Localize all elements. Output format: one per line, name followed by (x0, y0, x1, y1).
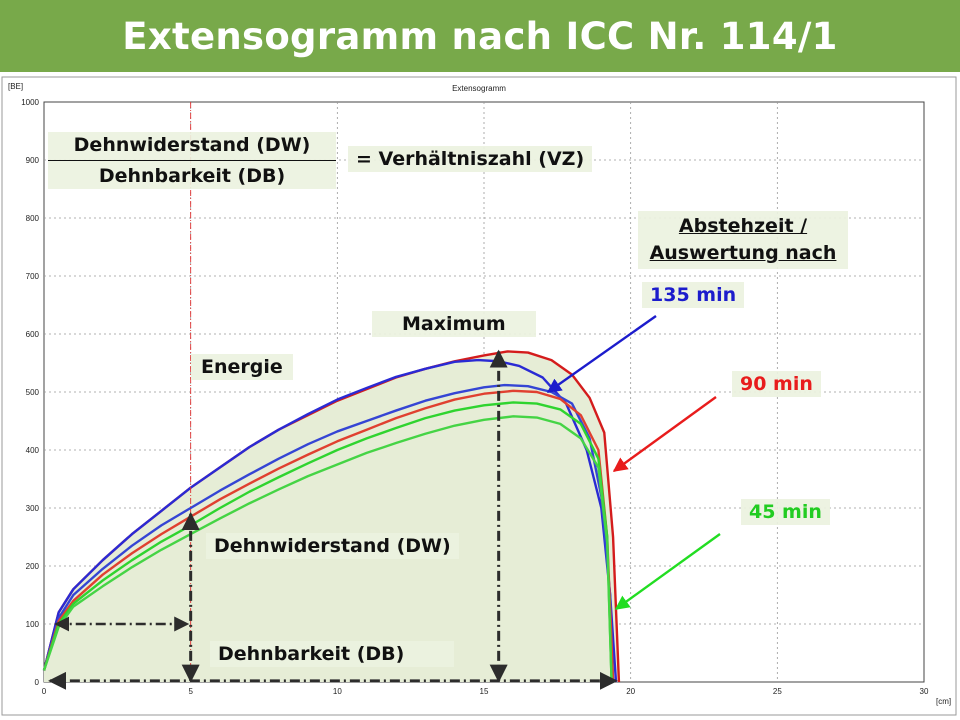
series-line-5 (42, 415, 613, 683)
series-line-4 (42, 401, 613, 683)
maximum-label: Maximum (372, 311, 536, 337)
series-line-2 (42, 383, 615, 683)
y-axis-label: [BE] (8, 82, 23, 91)
x-tick-label: 25 (773, 687, 782, 696)
x-tick-label: 0 (42, 687, 47, 696)
y-tick-label: 200 (26, 562, 40, 571)
abstehzeit-line2: Auswertung nach (649, 242, 837, 264)
abstehzeit-header: Abstehzeit / Auswertung nach (638, 211, 848, 269)
x-tick-label: 15 (480, 687, 489, 696)
energie-label: Energie (191, 354, 293, 380)
pointer-135 (546, 315, 657, 393)
y-tick-label: 700 (26, 272, 40, 281)
label-135-min: 135 min (642, 282, 745, 308)
ratio-label: = Verhältniszahl (VZ) (348, 146, 593, 172)
title-banner: Extensogramm nach ICC Nr. 114/1 (0, 0, 960, 72)
annotation-marks (48, 102, 721, 690)
db-bottom-label: Dehnbarkeit (DB) (210, 641, 455, 667)
abstehzeit-line1: Abstehzeit / (678, 215, 808, 237)
y-tick-label: 600 (26, 330, 40, 339)
y-tick-label: 800 (26, 214, 40, 223)
chart-title: Extensogramm (452, 84, 506, 93)
y-tick-label: 1000 (21, 98, 39, 107)
y-tick-label: 400 (26, 446, 40, 455)
x-tick-label: 10 (333, 687, 342, 696)
x-axis-label: [cm] (936, 697, 951, 706)
x-tick-label: 30 (920, 687, 929, 696)
pointer-90 (612, 396, 717, 472)
fraction-denominator: Dehnbarkeit (DB) (48, 161, 336, 189)
page-title: Extensogramm nach ICC Nr. 114/1 (122, 14, 838, 58)
label-90-min: 90 min (732, 371, 821, 397)
label-45-min: 45 min (741, 499, 830, 525)
ratio-fraction: Dehnwiderstand (DW) Dehnbarkeit (DB) (48, 132, 336, 189)
fraction-numerator: Dehnwiderstand (DW) (48, 132, 336, 161)
series-line-3 (42, 389, 615, 683)
tick-labels: 0 100 200 300 400 500 600 700 800 900 1000 0 5 10 15 20… (21, 98, 929, 696)
y-tick-label: 900 (26, 156, 40, 165)
pointer-45 (614, 533, 721, 610)
y-tick-label: 300 (26, 504, 40, 513)
x-tick-label: 20 (626, 687, 635, 696)
y-tick-label: 100 (26, 620, 40, 629)
y-tick-label: 500 (26, 388, 40, 397)
dw-bottom-label: Dehnwiderstand (DW) (206, 533, 459, 559)
y-tick-label: 0 (35, 678, 40, 687)
extensogram-chart: 0 100 200 300 400 500 600 700 800 900 1000 0 5 10 15 20… (0, 75, 960, 720)
x-tick-label: 5 (188, 687, 193, 696)
